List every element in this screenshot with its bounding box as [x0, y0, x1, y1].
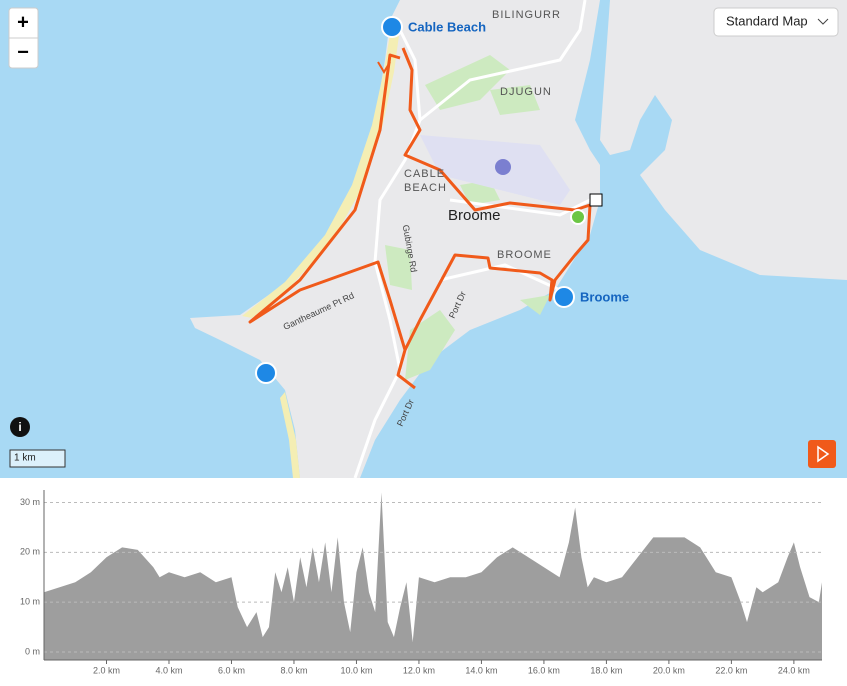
- x-tick-label: 22.0 km: [715, 665, 747, 675]
- x-tick-label: 12.0 km: [403, 665, 435, 675]
- style-selector-label[interactable]: Standard Map: [726, 13, 808, 28]
- airport: [420, 135, 570, 205]
- viewpoint-marker[interactable]: [255, 362, 277, 384]
- x-tick-label: 4.0 km: [155, 665, 182, 675]
- x-tick-label: 8.0 km: [280, 665, 307, 675]
- route-arrow: [377, 61, 391, 74]
- place-label: BROOME: [497, 249, 552, 261]
- x-tick-label: 20.0 km: [653, 665, 685, 675]
- poi-marker[interactable]: [553, 286, 575, 308]
- poi-marker[interactable]: [381, 16, 403, 38]
- dropdown-chevron: [817, 18, 829, 25]
- place-label: BEACH: [404, 182, 447, 194]
- place-label: DJUGUN: [500, 86, 552, 98]
- poi-label[interactable]: Cable Beach: [408, 19, 486, 34]
- place-label: BILINGURR: [492, 9, 561, 21]
- play-icon: [817, 445, 830, 463]
- mainland: [600, 0, 847, 280]
- elevation-chart: 0 m 10 m 20 m 30 m 2.0 km 4.0 km 6.0 km 8.0 km 1…: [20, 490, 822, 675]
- style-selector[interactable]: [713, 7, 839, 37]
- scale-bar: [9, 449, 66, 468]
- x-tick-label: 6.0 km: [218, 665, 245, 675]
- x-tick-label: 10.0 km: [340, 665, 372, 675]
- x-tick-label: 24.0 km: [778, 665, 810, 675]
- x-tick-label: 14.0 km: [465, 665, 497, 675]
- zoom-in[interactable]: +: [17, 11, 29, 33]
- x-tick-label: 18.0 km: [590, 665, 622, 675]
- beach: [280, 392, 300, 478]
- road: [353, 29, 422, 479]
- town-label: Broome: [448, 207, 501, 224]
- info-icon[interactable]: i: [18, 420, 21, 434]
- airport-icon: [495, 159, 511, 175]
- scale-label: 1 km: [14, 453, 36, 464]
- elevation-area: [44, 492, 822, 660]
- y-tick-label: 10 m: [20, 597, 40, 607]
- start-marker[interactable]: [570, 209, 586, 225]
- y-tick-label: 30 m: [20, 497, 40, 507]
- road: [419, 0, 591, 292]
- finish-marker[interactable]: [589, 193, 603, 207]
- poi-label[interactable]: Broome: [580, 289, 629, 304]
- zoom-out[interactable]: −: [17, 41, 29, 63]
- y-tick-label: 20 m: [20, 547, 40, 557]
- place-label: CABLE: [404, 168, 445, 180]
- info-button[interactable]: [10, 417, 30, 437]
- x-tick-label: 16.0 km: [528, 665, 560, 675]
- land: [190, 0, 600, 478]
- play-button[interactable]: [808, 440, 836, 468]
- y-tick-label: 0 m: [25, 646, 40, 656]
- x-tick-label: 2.0 km: [93, 665, 120, 675]
